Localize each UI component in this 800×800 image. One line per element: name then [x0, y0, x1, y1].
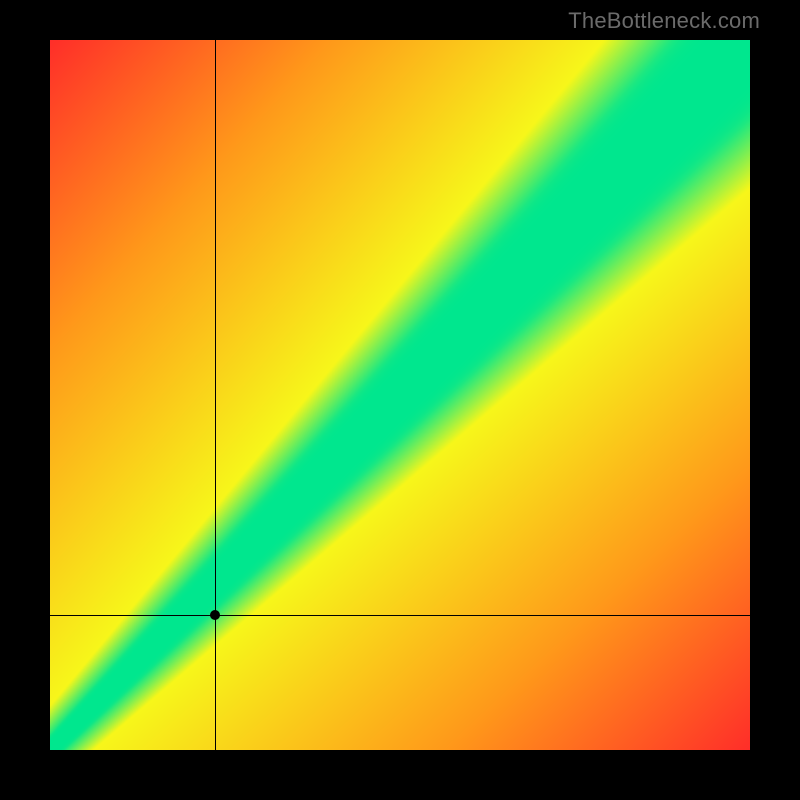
bottleneck-heatmap [50, 40, 750, 750]
crosshair-vertical [215, 40, 216, 750]
crosshair-marker-dot [210, 610, 220, 620]
watermark-text: TheBottleneck.com [568, 8, 760, 34]
crosshair-horizontal [50, 615, 750, 616]
heatmap-canvas [50, 40, 750, 750]
